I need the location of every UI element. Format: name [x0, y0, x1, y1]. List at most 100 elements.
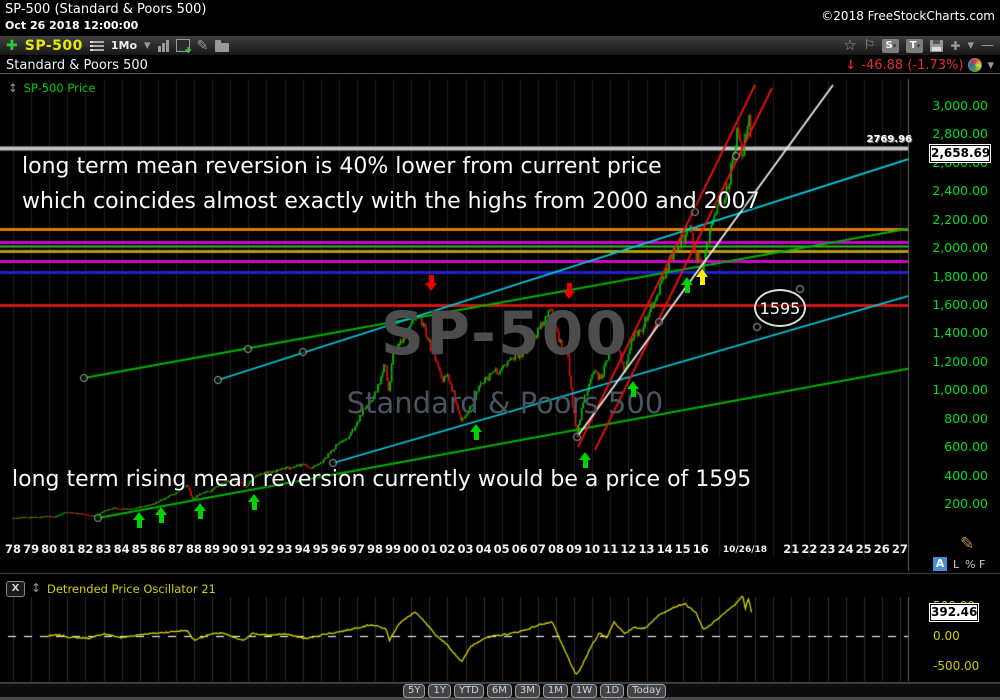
palette-dropdown-icon[interactable]: ▾: [987, 57, 994, 73]
x-axis-year-label: 88: [185, 542, 203, 556]
x-axis-year-label: 01: [421, 542, 438, 556]
x-axis-year-label: 07: [529, 542, 546, 556]
x-axis-year-label: 04: [475, 542, 492, 556]
favorite-star-icon[interactable]: ☆: [843, 36, 857, 54]
x-axis-year-label: 13: [638, 542, 655, 556]
axis-pencil-icon[interactable]: ✎: [960, 534, 975, 554]
scale-button[interactable]: S ▾: [882, 38, 900, 53]
scale-mode-log[interactable]: L: [953, 558, 960, 571]
timeframe-button-6m[interactable]: 6M: [486, 684, 512, 698]
panel-resize-icon[interactable]: ↕: [8, 81, 18, 95]
add-symbol-icon[interactable]: ✚: [6, 37, 18, 54]
chart-style-icon[interactable]: [157, 39, 169, 52]
timeframe-button-1m[interactable]: 1M: [542, 684, 568, 698]
main-panel-header: ↕ SP-500 Price: [8, 81, 95, 95]
annotation-text-2[interactable]: which coincides almost exactly with the …: [22, 189, 760, 214]
symbol-box[interactable]: SP-500: [24, 37, 83, 54]
x-axis-year-label: 93: [276, 542, 293, 556]
down-arrow-annotation[interactable]: [562, 283, 576, 299]
annotation-text-3[interactable]: long term rising mean reversion currentl…: [12, 467, 752, 492]
x-axis-year-label: 95: [312, 542, 329, 556]
x-axis-year-label: 08: [547, 542, 565, 556]
watermark-symbol: SP-500: [380, 299, 630, 369]
price-axis-tick: 800.00: [944, 410, 988, 426]
title-bar: SP-500 (Standard & Poors 500) Oct 26 201…: [0, 0, 1000, 36]
price-axis-tick: 2,200.00: [932, 211, 988, 227]
watchlist-icon[interactable]: [89, 39, 104, 53]
palette-icon[interactable]: [968, 58, 983, 72]
down-arrow-annotation[interactable]: [424, 275, 438, 291]
x-axis-year-label: 10: [584, 542, 601, 556]
watermark-name: Standard & Poors 500: [346, 386, 664, 420]
up-arrow-annotation[interactable]: [247, 494, 261, 510]
timeframe-button-1w[interactable]: 1W: [570, 684, 598, 698]
up-arrow-annotation[interactable]: [154, 507, 168, 523]
timeframe-dropdown-icon[interactable]: ▾: [144, 38, 151, 53]
x-axis-year-label: 78: [4, 542, 22, 556]
x-axis-year-label: 96: [330, 542, 347, 556]
last-price-box: 2,658.69: [930, 145, 991, 162]
scale-mode-arithmetic[interactable]: A: [933, 557, 947, 571]
x-axis-year-label: 81: [59, 542, 76, 556]
price-axis-tick: 2,800.00: [932, 126, 988, 142]
x-axis-year-label: 98: [366, 542, 384, 556]
oscillator-axis-tick: -500.00: [933, 659, 980, 673]
timeframe-button-ytd[interactable]: YTD: [453, 684, 484, 698]
x-axis-year-label: 09: [566, 542, 583, 556]
ellipse-annotation[interactable]: 1595: [754, 289, 806, 327]
x-axis-year-label: 79: [23, 542, 40, 556]
x-axis-year-label: 00: [403, 542, 420, 556]
x-axis-year-label: 84: [113, 542, 130, 556]
layout-dropdown-icon[interactable]: ▾: [967, 38, 974, 53]
oscillator-resize-icon[interactable]: ↕: [31, 581, 42, 595]
x-axis-year-label: 06: [511, 542, 528, 556]
timeframe-button-row: 5Y 1Y YTD 6M 3M 1M 1W 1D Today: [403, 684, 667, 698]
add-indicator-icon[interactable]: [175, 39, 192, 55]
x-axis-year-label: 86: [149, 542, 166, 556]
symbol-info-bar: Standard & Poors 500 ↓ -46.88 (-1.73%) ▾: [0, 57, 1000, 74]
timeframe-button-today[interactable]: Today: [627, 684, 667, 698]
price-axis-tick: 2,000.00: [932, 240, 988, 256]
timeframe-button-1d[interactable]: 1D: [600, 684, 625, 698]
timeframe-selector[interactable]: 1Mo: [110, 39, 138, 52]
oscillator-value-box: 392.46: [930, 604, 978, 621]
up-arrow-annotation[interactable]: [193, 503, 207, 519]
x-axis-year-label: 83: [95, 542, 112, 556]
x-axis-year-label: 27: [891, 542, 908, 556]
folder-icon[interactable]: [215, 39, 230, 52]
price-change-text: -46.88 (-1.73%): [861, 57, 964, 73]
x-axis-year-label: 11: [602, 542, 619, 556]
draw-pencil-icon[interactable]: ✎: [196, 37, 209, 54]
price-axis-tick: 1,400.00: [932, 325, 988, 341]
flag-icon[interactable]: ⚐: [863, 38, 876, 53]
oscillator-close-button[interactable]: X: [6, 581, 25, 597]
scale-mode-percent[interactable]: %: [965, 558, 976, 571]
up-arrow-annotation[interactable]: [695, 269, 709, 285]
price-axis-tick: 1,600.00: [932, 297, 988, 312]
timeframe-button-3m[interactable]: 3M: [514, 684, 540, 698]
save-icon[interactable]: [930, 39, 944, 52]
up-arrow-annotation[interactable]: [578, 452, 592, 468]
oscillator-axis-tick: 0.00: [933, 629, 960, 643]
timeframe-button-5y[interactable]: 5Y: [403, 684, 426, 698]
minimize-icon[interactable]: —: [981, 38, 994, 53]
panel-title-text: SP-500 Price: [23, 81, 96, 95]
move-icon[interactable]: ✚: [950, 38, 961, 53]
annotation-text-1[interactable]: long term mean reversion is 40% lower fr…: [22, 154, 662, 179]
x-axis-year-label: 05: [493, 542, 510, 556]
up-arrow-annotation[interactable]: [132, 512, 146, 528]
scale-mode-fixed[interactable]: F: [979, 558, 986, 571]
x-axis-year-label: 26: [873, 542, 890, 556]
x-axis-year-label: 15: [674, 542, 691, 556]
up-arrow-annotation[interactable]: [680, 277, 694, 293]
up-arrow-annotation[interactable]: [626, 381, 640, 397]
oscillator-title: Detrended Price Oscillator 21: [47, 582, 216, 596]
up-arrow-annotation[interactable]: [469, 424, 483, 440]
price-axis-tick: 1,000.00: [932, 382, 988, 398]
copyright-text: ©2018 FreeStockCharts.com: [821, 9, 995, 23]
timeframe-button-1y[interactable]: 1Y: [428, 684, 451, 698]
type-button[interactable]: T ▾: [906, 38, 924, 53]
price-axis-tick: 1,800.00: [932, 268, 988, 284]
